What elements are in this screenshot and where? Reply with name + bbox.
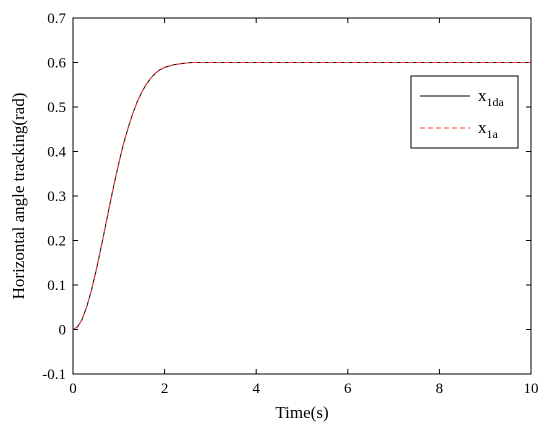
x-tick-label: 6 [344,381,352,397]
legend-label-x1a: x1a [478,118,499,141]
y-tick-label: 0.3 [47,189,66,205]
y-tick-label: 0.5 [47,100,66,116]
y-tick-label: 0 [59,323,67,339]
y-tick-label: 0.6 [47,56,66,72]
legend-label-x1a-sub: 1a [487,127,499,141]
series-line-x1a [72,62,531,330]
legend-label-x1a-main: x [478,118,487,137]
y-tick-label: 0.1 [47,278,66,294]
y-axis-label: Horizontal angle tracking(rad) [9,93,28,300]
legend-box [410,75,519,149]
plot-frame [72,17,532,375]
legend-label-x1da: x1da [478,86,505,109]
x-tick-label: 10 [524,381,539,397]
series-layer [72,62,531,330]
x-tick-label: 0 [69,381,77,397]
x-tick-label: 8 [436,381,444,397]
legend-label-x1da-sub: 1da [487,95,505,109]
x-tick-label: 2 [161,381,169,397]
y-tick-label: 0.2 [47,234,66,250]
y-tick-label: -0.1 [42,367,66,383]
y-tick-label: 0.7 [47,11,66,27]
y-tick-label: 0.4 [47,145,66,161]
legend-label-x1da-main: x [478,86,487,105]
x-axis-label: Time(s) [275,403,328,422]
x-tick-label: 4 [252,381,260,397]
legend: x1da x1a [410,75,519,149]
ticks-layer: 0 2 4 6 8 10-0.100.10.20.30.40.50.60.7 [42,11,538,397]
